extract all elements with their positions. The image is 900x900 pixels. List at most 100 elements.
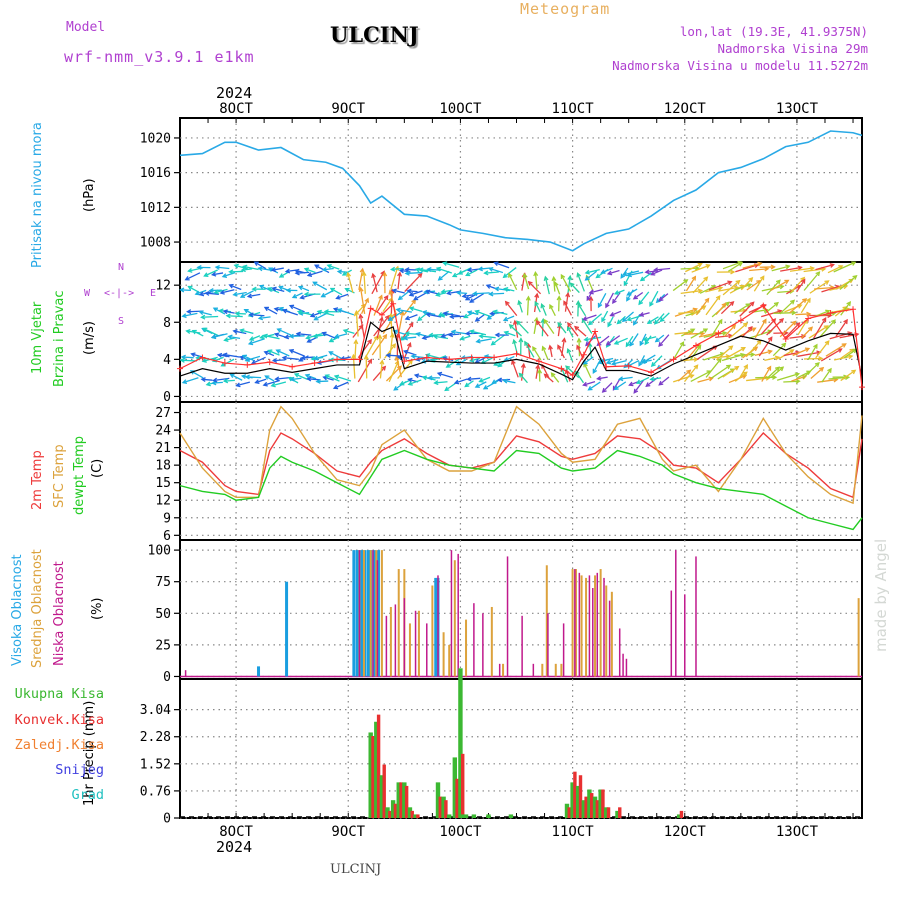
precip-convective-bar: [455, 778, 459, 818]
cloud-mid-bar: [580, 575, 583, 677]
cloud-mid-bar: [448, 644, 451, 677]
wind-arrow-head: [767, 336, 773, 342]
wind-arrow: [742, 262, 762, 269]
wind-arrow: [627, 314, 644, 321]
wind-arrow: [508, 273, 518, 291]
cloud-mid-bar: [380, 550, 383, 677]
wind-arrow-head: [227, 334, 233, 340]
wind-arrow-head: [332, 384, 339, 390]
ytick-label-precip: 1.52: [140, 757, 171, 772]
wind-arrow-head: [551, 275, 557, 282]
wind-arrow-head: [721, 302, 727, 308]
wind-arrow-head: [446, 290, 452, 296]
wind-arrow: [695, 298, 710, 316]
ytick-label-temp: 21: [155, 441, 171, 456]
wind-arrow: [409, 307, 423, 313]
wind-arrow: [583, 381, 596, 386]
cloud-low-bar: [426, 623, 428, 677]
wind-arrow: [809, 280, 829, 294]
wind-arrow-head: [359, 267, 365, 273]
wind-arrow: [597, 376, 608, 380]
gust-marker: [692, 342, 699, 349]
wind-arrow-head: [488, 291, 494, 297]
top-date-label: 12OCT: [664, 101, 707, 117]
wind-arrow: [212, 381, 223, 384]
wind-arrow-head: [445, 363, 451, 368]
wind-arrow-head: [442, 311, 448, 317]
gust-marker: [670, 356, 677, 363]
cloud-mid-bar: [431, 585, 434, 677]
wind-arrow-head: [391, 343, 397, 349]
wind-arrow-head: [540, 303, 546, 309]
wind-arrow-head: [232, 329, 238, 335]
wind-arrow: [407, 290, 418, 293]
wind-arrow-head: [543, 318, 549, 324]
precip-total-bar: [460, 814, 465, 818]
wind-arrow: [290, 335, 305, 338]
wind-arrow-head: [646, 319, 653, 324]
wind-arrow-head: [824, 280, 830, 285]
wind-arrow: [715, 303, 727, 316]
wind-arrow: [182, 312, 198, 317]
wind-arrow: [273, 359, 286, 362]
precip-convective-bar: [595, 800, 600, 818]
wind-arrow: [185, 272, 201, 281]
wind-arrow: [405, 314, 418, 320]
wind-arrow-head: [814, 362, 820, 367]
wind-arrow-head: [503, 330, 509, 336]
wind-arrow-head: [474, 383, 480, 388]
wind-arrow: [720, 301, 734, 315]
precip-total-bar: [396, 782, 401, 818]
wind-arrow-head: [632, 294, 638, 300]
wind-arrow: [527, 344, 531, 358]
wind-arrow: [468, 311, 479, 316]
wind-arrow: [699, 285, 716, 294]
gust-marker: [805, 315, 812, 322]
wind-arrow-head: [464, 295, 471, 301]
wind-arrow-head: [383, 294, 389, 301]
wind-arrow: [334, 375, 352, 382]
precip-total-bar: [604, 807, 609, 818]
wind-arrow: [542, 346, 549, 360]
ytick-label-wind: 12: [155, 279, 171, 294]
wind-arrow-head: [575, 300, 581, 306]
wind-arrow-head: [264, 375, 270, 380]
precip-total-bar: [587, 789, 592, 818]
wind-arrow-head: [791, 320, 797, 326]
wind-arrow: [205, 292, 219, 295]
wind-arrow: [544, 373, 554, 383]
wind-arrow: [199, 311, 212, 316]
wind-arrow: [583, 314, 597, 321]
wind-arrow-head: [795, 322, 801, 328]
wind-arrow-head: [746, 283, 753, 288]
wind-arrow: [574, 326, 587, 337]
cloud-low-bar: [437, 575, 439, 677]
wind-arrow: [391, 267, 404, 271]
ytick-label-cloud: 75: [155, 575, 171, 590]
wind-arrow: [760, 318, 776, 335]
wind-arrow-head: [626, 272, 632, 278]
wind-arrow: [741, 326, 753, 338]
wind-arrow-head: [717, 286, 724, 291]
wind-arrow-head: [304, 373, 310, 379]
wind-arrow-head: [389, 332, 395, 338]
wind-arrow-head: [415, 331, 421, 337]
wind-arrow-head: [328, 337, 334, 343]
wind-arrow-head: [306, 272, 313, 277]
cloud-low-bar: [385, 615, 388, 677]
wind-arrow-head: [576, 344, 581, 350]
wind-arrow-head: [440, 289, 446, 294]
wind-arrow-head: [639, 341, 645, 347]
wind-arrow-head: [491, 379, 497, 384]
wind-arrow: [201, 378, 213, 381]
wind-arrow: [567, 326, 574, 338]
wind-arrow: [691, 264, 710, 273]
wind-arrow: [776, 373, 799, 381]
cloud-mid-bar: [610, 591, 613, 677]
wind-arrow-head: [466, 376, 472, 382]
wind-arrow-head: [567, 322, 572, 328]
wind-arrow: [526, 296, 530, 316]
wind-arrow: [436, 267, 452, 274]
wind-arrow-head: [389, 266, 396, 272]
wind-arrow: [254, 261, 267, 270]
